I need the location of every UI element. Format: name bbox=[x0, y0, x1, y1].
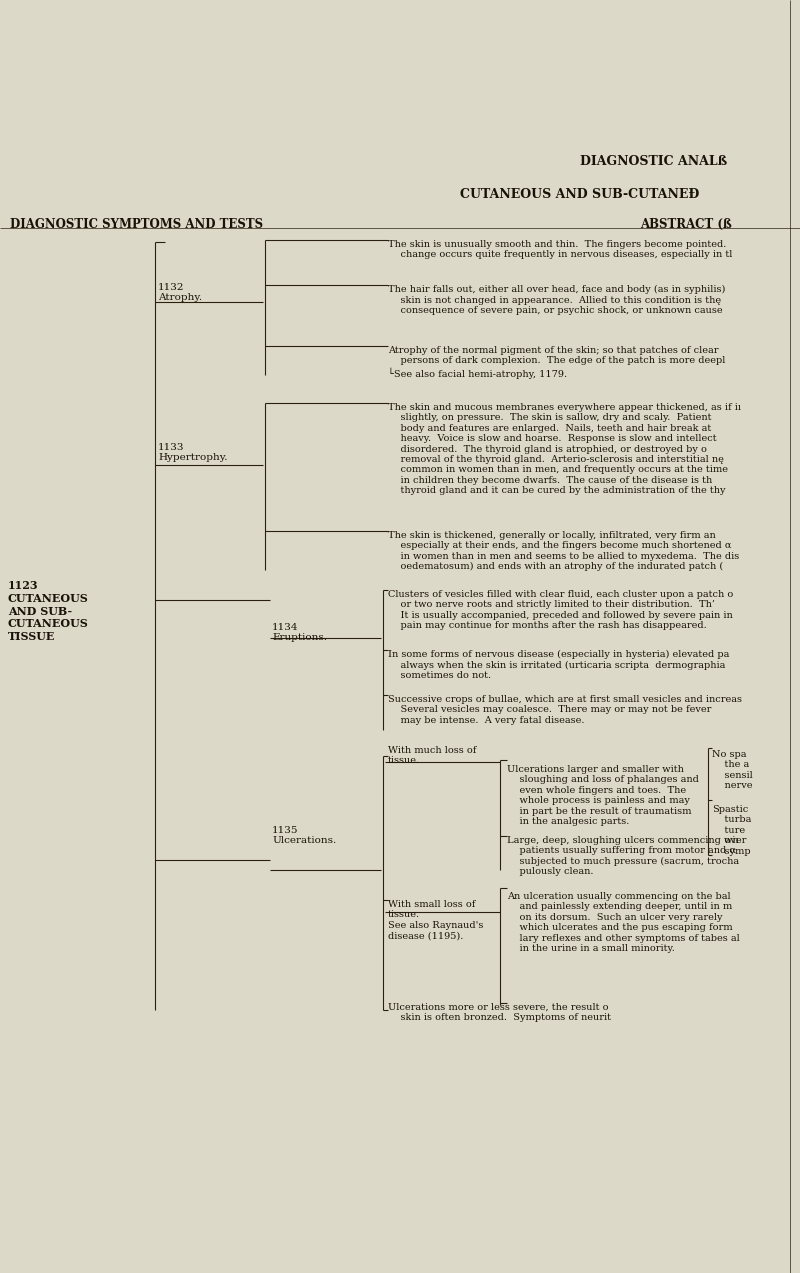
Text: ABSTRACT (ß: ABSTRACT (ß bbox=[640, 218, 732, 230]
Text: The skin is thickened, generally or locally, infiltrated, very firm an
    espec: The skin is thickened, generally or loca… bbox=[388, 531, 739, 572]
Text: Large, deep, sloughing ulcers commencing wiı
    patients usually suffering from: Large, deep, sloughing ulcers commencing… bbox=[507, 836, 739, 876]
Text: Ulcerations larger and smaller with
    sloughing and loss of phalanges and
    : Ulcerations larger and smaller with slou… bbox=[507, 765, 699, 826]
Text: The hair falls out, either all over head, face and body (as in syphilis)
    ski: The hair falls out, either all over head… bbox=[388, 285, 726, 314]
Text: 1123
CUTANEOUS
AND SUB-
CUTANEOUS
TISSUE: 1123 CUTANEOUS AND SUB- CUTANEOUS TISSUE bbox=[8, 580, 89, 642]
Text: The skin is unusually smooth and thin.  The fingers become pointed.
    change o: The skin is unusually smooth and thin. T… bbox=[388, 241, 732, 260]
Text: DIAGNOSTIC SYMPTOMS AND TESTS: DIAGNOSTIC SYMPTOMS AND TESTS bbox=[10, 218, 263, 230]
Text: 1133
Hypertrophy.: 1133 Hypertrophy. bbox=[158, 443, 227, 462]
Text: Atrophy of the normal pigment of the skin; so that patches of clear
    persons : Atrophy of the normal pigment of the ski… bbox=[388, 346, 726, 378]
Text: An ulceration usually commencing on the bal
    and painlessly extending deeper,: An ulceration usually commencing on the … bbox=[507, 892, 740, 953]
Text: Successive crops of bullae, which are at first small vesicles and increas
    Se: Successive crops of bullae, which are at… bbox=[388, 695, 742, 724]
Text: CUTANEOUS AND SUB-CUTANEÐ: CUTANEOUS AND SUB-CUTANEÐ bbox=[460, 188, 699, 201]
Text: DIAGNOSTIC ANALß: DIAGNOSTIC ANALß bbox=[580, 155, 727, 168]
Text: Spastic
    turba
    ture
    over
    symp: Spastic turba ture over symp bbox=[712, 805, 751, 855]
Text: In some forms of nervous disease (especially in hysteria) elevated pa
    always: In some forms of nervous disease (especi… bbox=[388, 651, 730, 680]
Text: Clusters of vesicles filled with clear fluid, each cluster upon a patch ο
    or: Clusters of vesicles filled with clear f… bbox=[388, 589, 734, 630]
Text: 1132
Atrophy.: 1132 Atrophy. bbox=[158, 283, 202, 303]
Text: 1135
Ulcerations.: 1135 Ulcerations. bbox=[272, 826, 336, 845]
Text: Ulcerations more or less severe, the result o
    skin is often bronzed.  Sympto: Ulcerations more or less severe, the res… bbox=[388, 1003, 611, 1022]
Text: 1134
Eruptions.: 1134 Eruptions. bbox=[272, 622, 327, 643]
Text: The skin and mucous membranes everywhere appear thickened, as if iı
    slightly: The skin and mucous membranes everywhere… bbox=[388, 404, 741, 495]
Text: With small loss of
tissue.
See also Raynaud's
disease (1195).: With small loss of tissue. See also Rayn… bbox=[388, 900, 483, 941]
Text: No spa
    the a
    sensil
    nerve: No spa the a sensil nerve bbox=[712, 750, 753, 791]
Text: With much loss of
tissue.: With much loss of tissue. bbox=[388, 746, 476, 765]
